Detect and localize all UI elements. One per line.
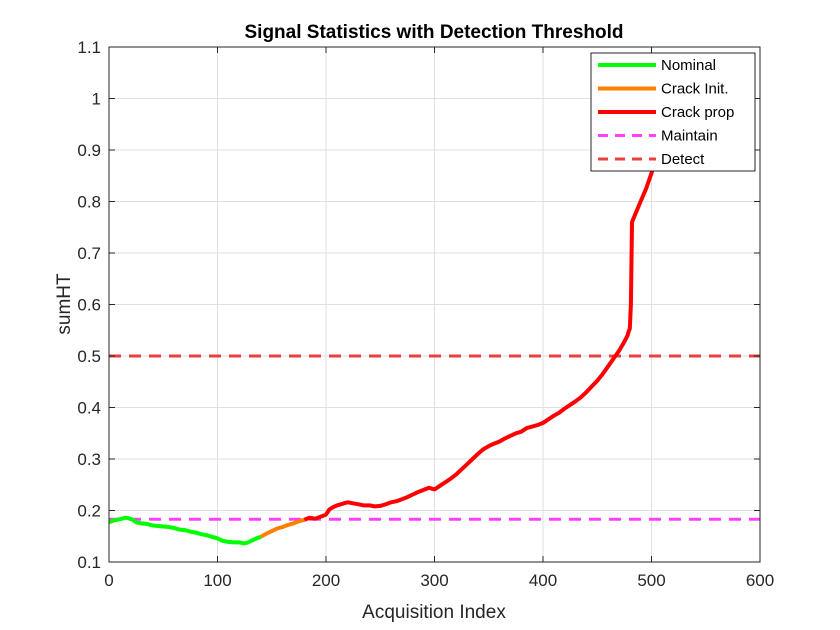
- y-axis-label: sumHT: [54, 273, 75, 335]
- x-tick-label: 400: [529, 571, 557, 590]
- x-tick-label: 0: [104, 571, 113, 590]
- series-line-nominal: [109, 515, 262, 546]
- x-tick-label: 300: [420, 571, 448, 590]
- series-line-crack-prop: [303, 143, 665, 522]
- legend-label: Nominal: [661, 57, 716, 74]
- y-tick-label: 0.4: [77, 399, 101, 418]
- y-tick-label: 0.3: [77, 450, 101, 469]
- y-tick-label: 0.7: [77, 244, 101, 263]
- x-tick-label: 200: [312, 571, 340, 590]
- legend: Nominal Crack Init. Crack prop Maintain Dete…: [590, 52, 756, 172]
- x-axis-label: Acquisition Index: [362, 602, 506, 623]
- legend-label: Maintain: [661, 128, 718, 145]
- y-tick-label: 0.6: [77, 296, 101, 315]
- y-tick-label: 1: [92, 90, 101, 109]
- series-line-crack-init: [259, 517, 305, 539]
- legend-label: Crack Init.: [661, 81, 729, 98]
- y-tick-label: 1.1: [77, 38, 101, 57]
- legend-label: Crack prop: [661, 104, 734, 121]
- series-layer: [109, 143, 760, 546]
- x-tick-label: 100: [203, 571, 231, 590]
- chart-title: Signal Statistics with Detection Thresho…: [245, 22, 624, 43]
- ticks: 0 100 200 300 400 500 600 0.1 0.2 0.3 0.4 0.5 0.6 0.7…: [77, 38, 774, 590]
- x-tick-label: 600: [746, 571, 774, 590]
- y-tick-label: 0.8: [77, 193, 101, 212]
- legend-label: Detect: [661, 151, 705, 168]
- x-tick-label: 500: [637, 571, 665, 590]
- y-tick-label: 0.9: [77, 141, 101, 160]
- y-tick-label: 0.2: [77, 502, 101, 521]
- y-tick-label: 0.1: [77, 553, 101, 572]
- y-tick-label: 0.5: [77, 347, 101, 366]
